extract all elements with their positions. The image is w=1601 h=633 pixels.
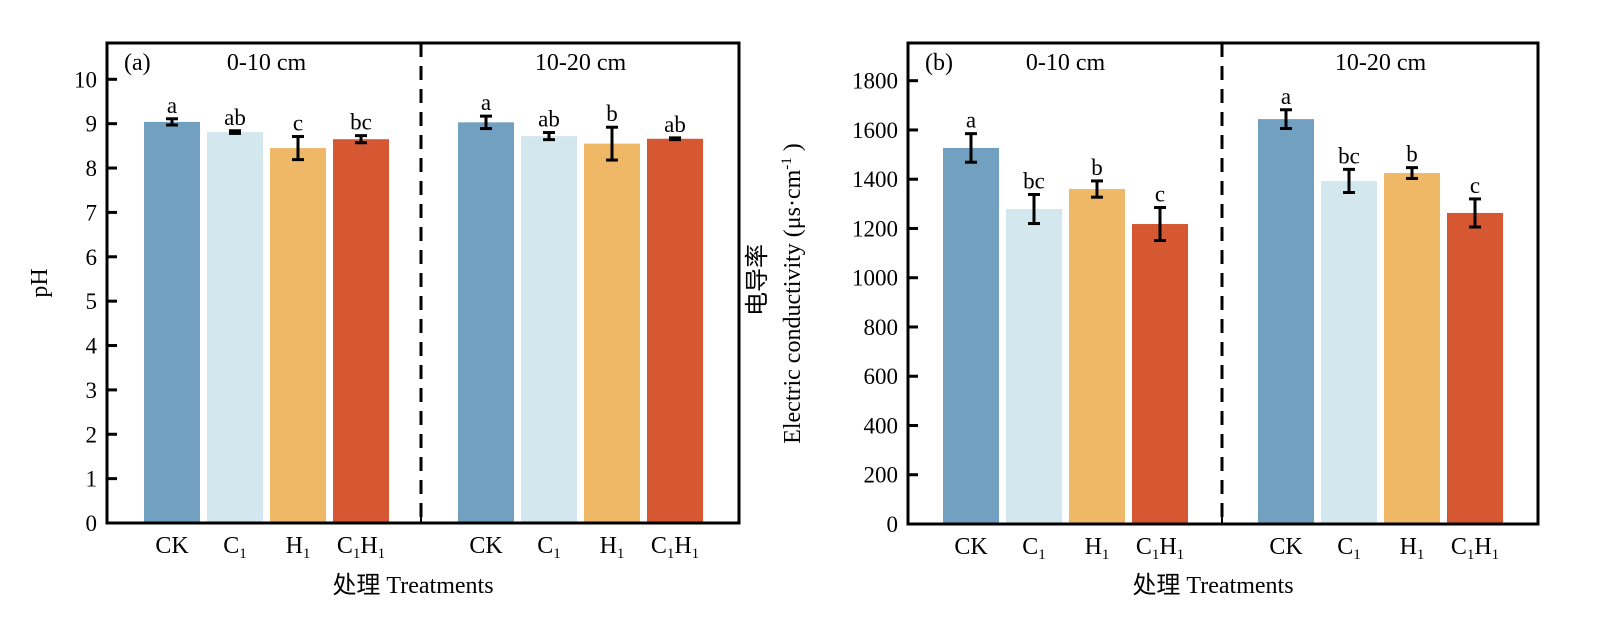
bar-ck [144, 121, 200, 523]
bar-c1h1 [1132, 224, 1188, 524]
y-tick-label: 4 [86, 334, 98, 359]
category-label: C1H1 [651, 533, 699, 562]
significance-label: b [606, 101, 618, 126]
y-tick-label: 8 [86, 156, 98, 181]
bar-ck [1258, 119, 1314, 525]
bar-h1 [1069, 189, 1125, 524]
significance-label: bc [1338, 143, 1360, 168]
bar-c1 [207, 132, 263, 524]
y-axis-title: Electric conductivity (μs·cm-1 ) [779, 143, 806, 444]
group-0-10cm: a ab c bc [144, 93, 389, 524]
y-tick-label: 1000 [852, 266, 898, 291]
category-label: C1 [1337, 534, 1361, 563]
significance-label: ab [538, 107, 560, 132]
category-label: C1H1 [1451, 534, 1499, 563]
plot-frame [105, 41, 741, 525]
bar-h1 [584, 143, 640, 523]
depth-label: 10-20 cm [535, 50, 627, 76]
panel-label: (b) [925, 50, 953, 76]
bar-c1h1 [1447, 212, 1503, 524]
y-tick-label: 800 [864, 315, 899, 340]
group-10-20cm: abc bc [1258, 84, 1503, 525]
depth-label: 10-20 cm [1335, 50, 1427, 76]
category-label: H1 [1400, 534, 1425, 563]
category-label: CK [1269, 534, 1303, 560]
bar-c1h1 [333, 139, 389, 523]
y-tick-label: 1400 [852, 167, 898, 192]
y-tick-label: 9 [86, 112, 98, 137]
y-tick-label: 0 [86, 511, 98, 536]
y-tick-label: 1 [86, 467, 98, 492]
bar-c1h1 [647, 138, 703, 523]
y-tick-label: 3 [86, 378, 98, 403]
significance-label: bc [350, 110, 372, 135]
significance-label: b [1406, 142, 1418, 167]
panel-label: (a) [124, 50, 151, 76]
significance-label: c [1155, 182, 1165, 207]
y-tick-label: 5 [86, 289, 98, 314]
category-label: C1 [537, 533, 561, 562]
significance-label: c [293, 111, 303, 136]
depth-label: 0-10 cm [1026, 50, 1106, 76]
significance-label: a [167, 93, 177, 118]
significance-label: bc [1023, 168, 1045, 193]
y-tick-label: 600 [864, 364, 899, 389]
y-axis-title-cn: 电导率 [744, 244, 771, 316]
bar-ck [943, 147, 999, 524]
bar-h1 [270, 148, 326, 524]
significance-label: c [1470, 173, 1480, 198]
category-label: C1H1 [1136, 534, 1184, 563]
significance-label: a [1281, 84, 1291, 109]
significance-label: ab [224, 105, 246, 130]
significance-label: ab [664, 112, 686, 137]
y-tick-label: 7 [86, 200, 98, 225]
category-label: H1 [1085, 534, 1110, 563]
y-axis-title: pH [27, 268, 53, 297]
bar-c1 [521, 136, 577, 523]
category-label: H1 [600, 533, 625, 562]
bar-c1 [1321, 180, 1377, 524]
y-tick-label: 6 [86, 245, 98, 270]
bar-h1 [1384, 173, 1440, 524]
y-tick-label: 1200 [852, 216, 898, 241]
bar-ck [458, 122, 514, 523]
significance-label: a [966, 108, 976, 133]
bar-c1 [1006, 209, 1062, 524]
category-label: CK [954, 534, 988, 560]
x-axis-title: 处理 Treatments [1132, 572, 1293, 599]
category-label: CK [469, 533, 503, 559]
category-label: H1 [286, 533, 311, 562]
significance-label: b [1091, 155, 1103, 180]
category-label: CK [155, 533, 189, 559]
y-tick-label: 1800 [852, 69, 898, 94]
group-10-20cm: a ab b ab [458, 90, 703, 523]
significance-label: a [481, 90, 491, 115]
category-label: C1 [1022, 534, 1046, 563]
y-tick-label: 400 [864, 413, 899, 438]
category-label: C1 [223, 533, 247, 562]
y-tick-label: 1600 [852, 118, 898, 143]
x-axis-title: 处理 Treatments [332, 572, 493, 599]
y-tick-label: 0 [887, 512, 899, 537]
y-tick-label: 200 [864, 463, 899, 488]
y-tick-label: 2 [86, 422, 98, 447]
y-tick-label: 10 [74, 67, 97, 92]
category-label: C1H1 [337, 533, 385, 562]
depth-label: 0-10 cm [227, 50, 307, 76]
